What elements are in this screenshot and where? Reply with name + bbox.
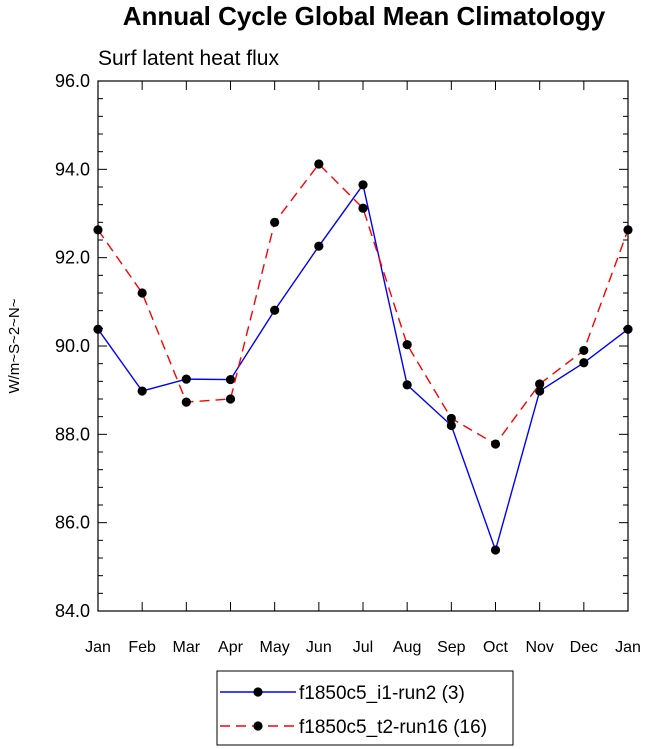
x-tick-label: Feb: [128, 639, 156, 656]
series-2: [93, 159, 633, 449]
data-point: [579, 358, 589, 368]
x-tick-label: Sep: [437, 639, 466, 656]
data-point: [402, 340, 412, 350]
y-tick-label: 84.0: [55, 601, 90, 621]
x-tick-labels: Jan Feb Mar Apr May Jun Jul Aug Sep Oct Nov Dec Jan: [85, 639, 641, 656]
chart-title: Annual Cycle Global Mean Climatology: [123, 1, 606, 31]
y-tick-label: 88.0: [55, 424, 90, 444]
data-point: [93, 225, 103, 235]
x-tick-label: Jan: [615, 639, 641, 656]
data-point: [270, 305, 280, 315]
x-tick-label: Dec: [570, 639, 598, 656]
x-tick-label: Aug: [393, 639, 421, 656]
data-point: [490, 439, 501, 449]
plot-frame: [97, 80, 629, 612]
legend-marker: [253, 687, 263, 697]
legend: f1850c5_i1-run2 (3) f1850c5_t2-run16 (16): [220, 683, 487, 738]
data-point: [402, 380, 412, 390]
data-point: [137, 386, 147, 396]
y-axis-label: W/m~S~2~N~: [6, 298, 23, 393]
series-layer: [93, 159, 633, 555]
x-tick-label: Oct: [483, 639, 508, 656]
axis-ticks: [97, 80, 629, 612]
data-point: [535, 379, 545, 389]
x-tick-label: Mar: [173, 639, 201, 656]
data-point: [623, 225, 633, 235]
data-point: [579, 345, 589, 356]
data-point: [490, 545, 501, 555]
chart-subtitle: Surf latent heat flux: [98, 47, 279, 70]
data-point: [181, 397, 191, 407]
x-tick-label: Jan: [85, 639, 111, 656]
data-point: [623, 324, 633, 334]
legend-box: [216, 670, 514, 746]
data-point: [535, 386, 545, 396]
x-tick-label: Jun: [306, 639, 332, 656]
y-tick-label: 92.0: [55, 248, 90, 268]
legend-marker: [253, 721, 263, 731]
y-tick-label: 90.0: [55, 336, 90, 356]
y-tick-label: 86.0: [55, 513, 90, 533]
data-point: [270, 217, 280, 227]
data-point: [225, 394, 236, 404]
series-1: [93, 180, 633, 555]
data-point: [446, 420, 456, 431]
x-tick-label: Apr: [218, 639, 244, 656]
data-point: [93, 324, 103, 334]
legend-label: f1850c5_t2-run16 (16): [299, 717, 487, 738]
legend-item: f1850c5_t2-run16 (16): [220, 717, 487, 738]
data-point: [358, 180, 368, 190]
y-tick-label: 96.0: [55, 71, 90, 91]
data-point: [314, 241, 324, 251]
data-point: [137, 288, 147, 298]
legend-label: f1850c5_i1-run2 (3): [299, 683, 465, 704]
series-line: [97, 183, 629, 553]
data-point: [446, 413, 456, 424]
data-point: [358, 203, 368, 213]
data-point: [225, 374, 236, 385]
x-tick-label: Jul: [353, 639, 373, 656]
data-point: [314, 159, 324, 169]
legend-item: f1850c5_i1-run2 (3): [220, 683, 465, 704]
y-tick-labels: 84.0 86.0 88.0 90.0 92.0 94.0 96.0: [55, 71, 90, 621]
data-point: [181, 374, 191, 384]
y-tick-label: 94.0: [55, 159, 90, 179]
x-tick-label: May: [260, 639, 290, 656]
x-tick-label: Nov: [525, 639, 553, 656]
